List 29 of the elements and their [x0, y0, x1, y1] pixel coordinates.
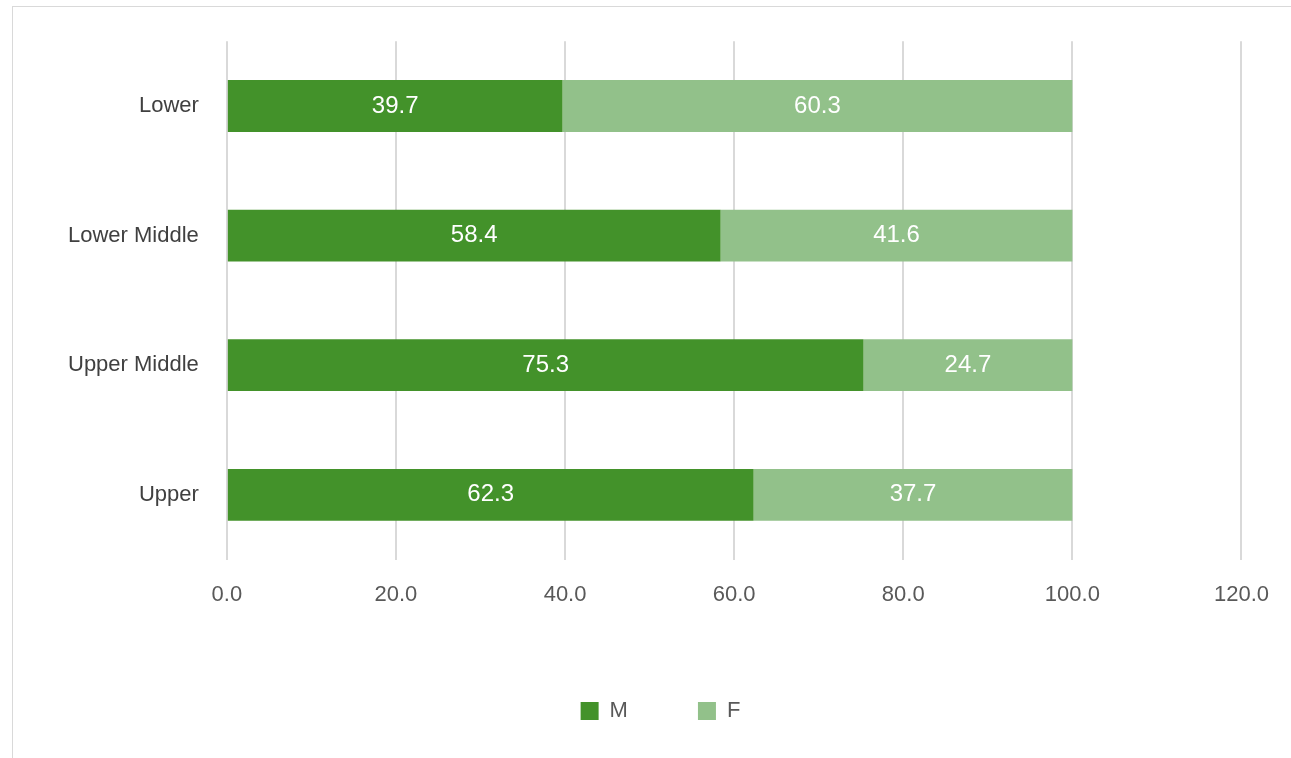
bar — [753, 468, 1073, 521]
legend-label: F — [726, 697, 741, 723]
data-label: 75.3 — [522, 349, 570, 377]
data-label: 24.7 — [944, 349, 992, 377]
bar — [863, 339, 1073, 392]
bar — [227, 80, 563, 132]
legend-label: M — [609, 697, 628, 723]
data-label: 41.6 — [873, 220, 920, 248]
data-label: 39.7 — [371, 90, 419, 118]
y-tick-label: Upper Middle — [68, 351, 199, 377]
y-tick-label: Upper — [138, 480, 199, 506]
data-label: 60.3 — [794, 90, 841, 118]
x-tick-label: 20.0 — [374, 580, 418, 606]
y-tick-label: Lower — [138, 92, 199, 118]
x-tick-label: 100.0 — [1044, 580, 1100, 606]
bar — [720, 209, 1073, 262]
data-label: 62.3 — [467, 479, 515, 507]
bar — [227, 209, 721, 262]
x-tick-label: 0.0 — [211, 580, 243, 606]
bar — [227, 468, 754, 521]
x-tick-label: 40.0 — [543, 580, 587, 606]
x-tick-label: 60.0 — [712, 580, 756, 606]
bar — [227, 339, 864, 392]
y-tick-label: Lower Middle — [68, 221, 199, 247]
x-tick-label: 120.0 — [1213, 580, 1269, 606]
bar — [562, 80, 1073, 132]
x-tick-label: 80.0 — [881, 580, 925, 606]
data-label: 58.4 — [450, 220, 498, 248]
data-label: 37.7 — [889, 479, 937, 507]
